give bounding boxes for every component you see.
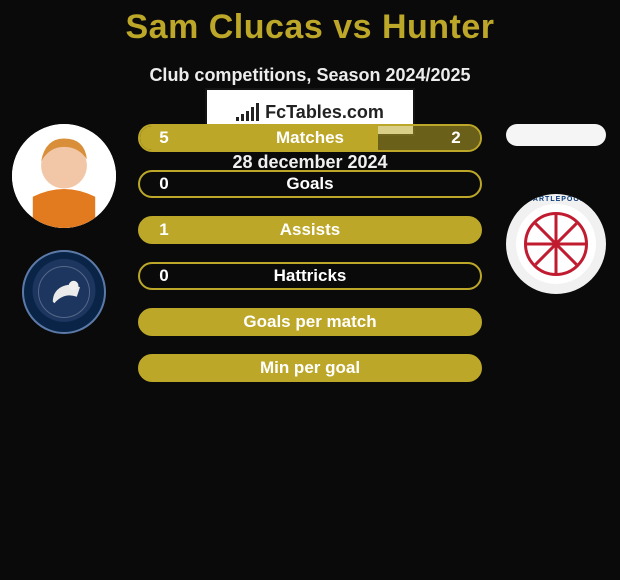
stat-label: Assists [140,220,480,240]
stat-row: 52Matches [138,124,482,152]
player-left-avatar [12,124,116,228]
stat-label: Hattricks [140,266,480,286]
stat-row: 0Hattricks [138,262,482,290]
brand-bar [236,117,239,121]
stat-row: 0Goals [138,170,482,198]
stats-panel: 52Matches 0Goals 1Assists 0Hattricks Goals p… [138,124,482,400]
brand-bar [246,111,249,121]
club-right-badge: HARTLEPOOL [506,194,606,294]
wheel-icon [524,212,588,276]
stat-label: Min per goal [140,358,480,378]
bar-chart-icon [236,103,259,121]
club-left-badge [22,250,106,334]
stat-label: Goals [140,174,480,194]
stat-label: Matches [140,128,480,148]
right-column: HARTLEPOOL [500,124,612,316]
stat-label: Goals per match [140,312,480,332]
subtitle: Club competitions, Season 2024/2025 [0,65,620,86]
brand-text: FcTables.com [265,102,384,123]
brand-bar [241,114,244,121]
player-right-avatar [506,124,606,146]
left-column [8,124,120,356]
brand-bar [251,107,254,121]
brand-bar [256,103,259,121]
stat-row: 1Assists [138,216,482,244]
stat-row: Min per goal [138,354,482,382]
stat-row: Goals per match [138,308,482,336]
page-title: Sam Clucas vs Hunter [0,0,620,47]
